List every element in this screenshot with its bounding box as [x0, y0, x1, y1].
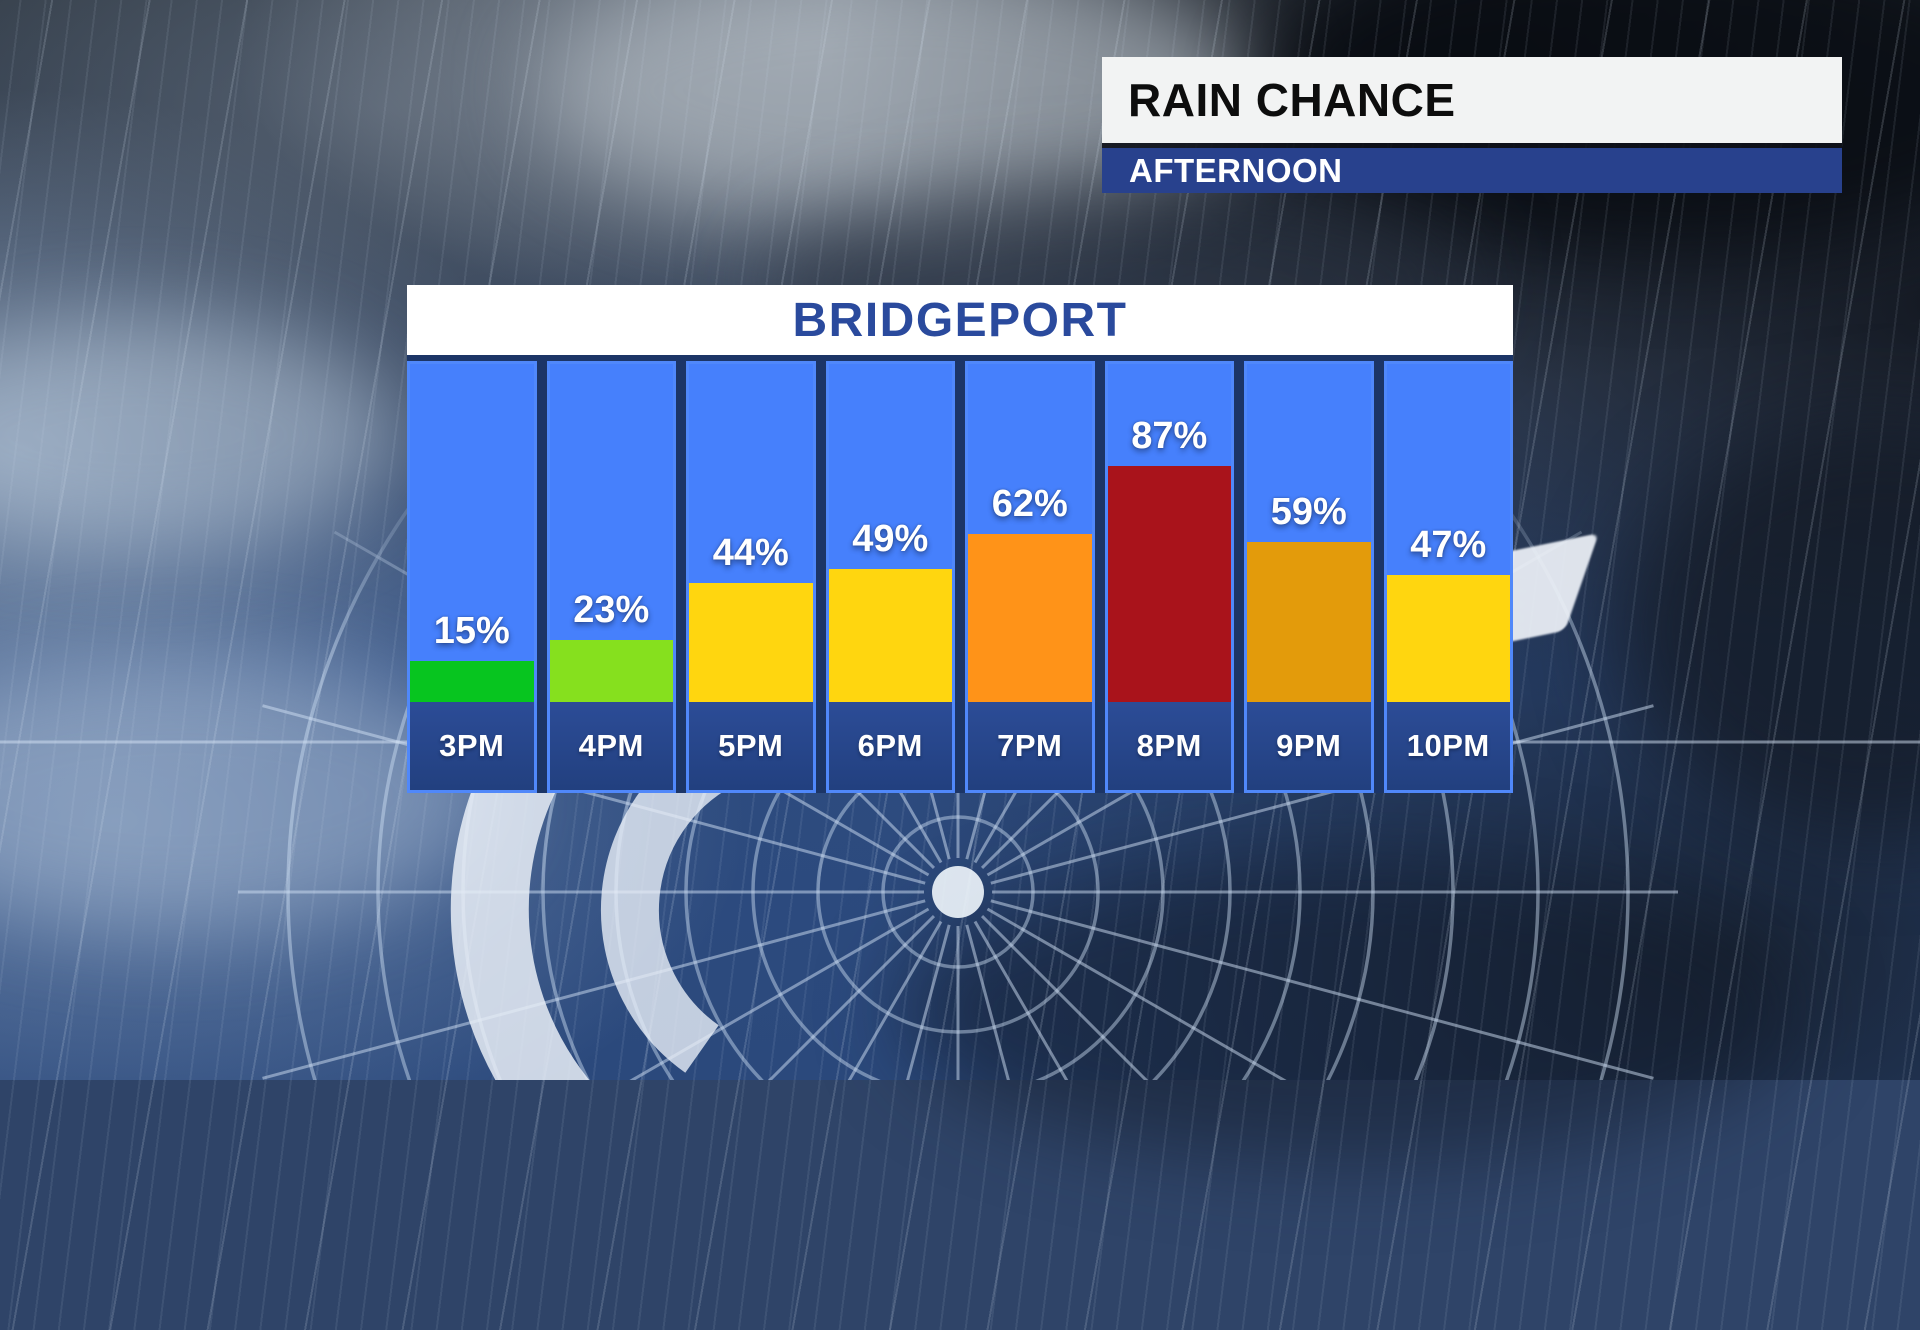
rain-bar — [1386, 575, 1510, 702]
hour-column: 49% 6PM — [825, 361, 955, 793]
rain-percent-label: 47% — [1410, 524, 1487, 566]
hour-column: 44% 5PM — [686, 361, 816, 793]
rain-percent-label: 23% — [573, 589, 650, 631]
column-sky: 59% — [1247, 364, 1371, 702]
cloud-blob — [0, 320, 400, 550]
rain-percent-label: 87% — [1131, 415, 1208, 457]
column-footer: 6PM — [828, 702, 952, 790]
column-sky: 49% — [828, 364, 952, 702]
rain-bar — [1247, 542, 1371, 702]
column-footer: 10PM — [1386, 702, 1510, 790]
column-sky: 87% — [1107, 364, 1231, 702]
banner-title: RAIN CHANCE — [1128, 74, 1456, 126]
hour-label: 7PM — [997, 728, 1063, 763]
radar-hub-glow — [932, 866, 984, 918]
rain-percent-label: 49% — [852, 518, 929, 560]
column-sky: 15% — [410, 364, 534, 702]
hour-label: 8PM — [1136, 728, 1202, 763]
hour-column: 47% 10PM — [1383, 361, 1513, 793]
hour-label: 10PM — [1406, 728, 1490, 763]
hour-column: 23% 4PM — [546, 361, 676, 793]
banner-separator — [1102, 143, 1842, 148]
hour-column: 15% 3PM — [407, 361, 537, 793]
column-sky: 47% — [1386, 364, 1510, 702]
chart-title: BRIDGEPORT — [792, 293, 1128, 347]
hour-columns: 15% 3PM 23% 4PM 44% 5PM 49% 6PM — [407, 355, 1513, 793]
hour-column: 62% 7PM — [965, 361, 1095, 793]
hour-label: 4PM — [578, 728, 644, 763]
column-footer: 9PM — [1247, 702, 1371, 790]
rain-percent-label: 15% — [433, 610, 510, 652]
rain-bar — [968, 534, 1092, 702]
column-footer: 3PM — [410, 702, 534, 790]
hour-label: 6PM — [857, 728, 923, 763]
chart-header: BRIDGEPORT — [407, 285, 1513, 355]
banner-subtitle: AFTERNOON — [1129, 151, 1343, 189]
column-sky: 44% — [689, 364, 813, 702]
hour-label: 5PM — [718, 728, 784, 763]
hour-column: 59% 9PM — [1244, 361, 1374, 793]
rain-bar — [828, 569, 952, 702]
rain-chance-chart: BRIDGEPORT 15% 3PM 23% 4PM 44% 5PM 49% — [407, 285, 1513, 793]
rain-percent-label: 59% — [1270, 491, 1347, 533]
hour-column: 87% 8PM — [1104, 361, 1234, 793]
rain-bar — [549, 640, 673, 702]
column-footer: 5PM — [689, 702, 813, 790]
column-sky: 23% — [549, 364, 673, 702]
rain-bar — [410, 661, 534, 702]
rain-percent-label: 44% — [712, 532, 789, 574]
column-sky: 62% — [968, 364, 1092, 702]
hour-label: 9PM — [1276, 728, 1342, 763]
rain-chance-banner: RAIN CHANCE — [1102, 57, 1842, 143]
hour-label: 3PM — [439, 728, 505, 763]
column-footer: 8PM — [1107, 702, 1231, 790]
rain-bar — [689, 583, 813, 702]
rain-bar — [1107, 466, 1231, 702]
rain-percent-label: 62% — [991, 483, 1068, 525]
column-footer: 4PM — [549, 702, 673, 790]
afternoon-banner: AFTERNOON — [1102, 148, 1842, 193]
logo-inner-arc — [600, 729, 741, 1073]
column-footer: 7PM — [968, 702, 1092, 790]
